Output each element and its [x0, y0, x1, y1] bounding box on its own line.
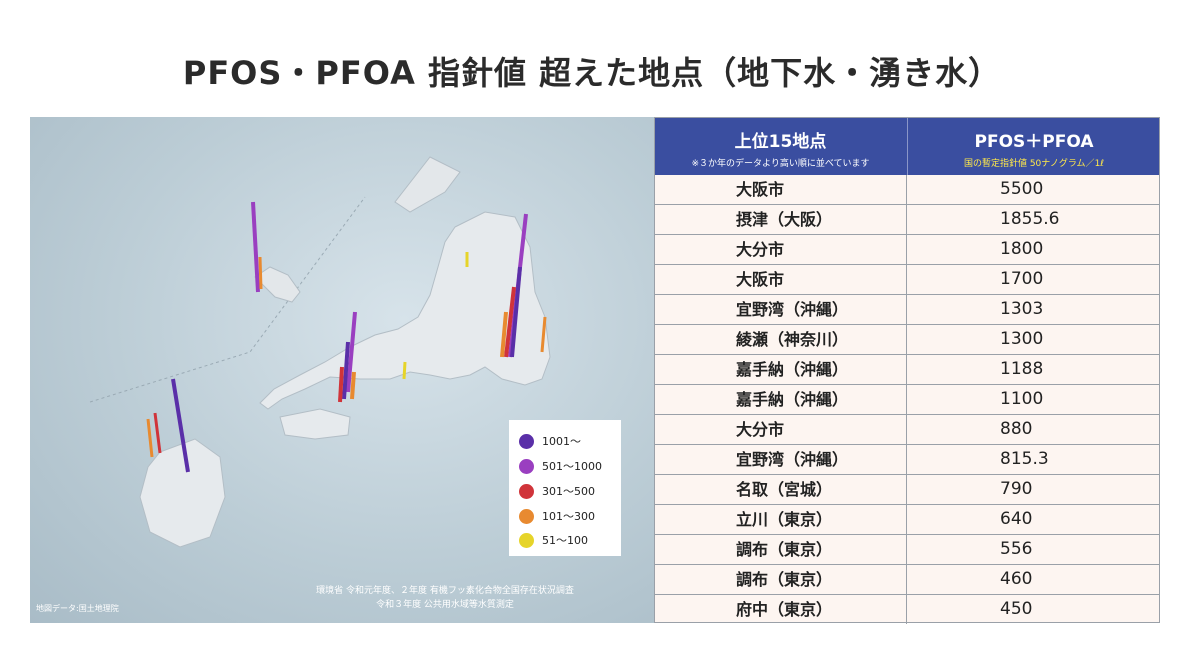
- bar-marker: [338, 366, 344, 403]
- table-row: 調布（東京） 556: [654, 535, 1160, 565]
- bar-marker: [500, 311, 508, 358]
- legend-label: 301〜500: [542, 485, 595, 498]
- place-cell: 調布（東京）: [654, 535, 907, 564]
- table-row: 立川（東京） 640: [654, 505, 1160, 535]
- page-title: PFOS・PFOA 指針値 超えた地点（地下水・湧き水）: [182, 54, 1002, 92]
- ranking-table: 上位15地点 ※３か年のデータより高い順に並べています PFOS＋PFOA 国の…: [654, 117, 1160, 624]
- place-cell: 宜野湾（沖縄）: [654, 445, 907, 474]
- legend-swatch: [519, 483, 534, 499]
- bar-marker: [402, 361, 407, 380]
- table-row: 大分市 880: [654, 415, 1160, 445]
- legend-label: 51〜100: [542, 534, 588, 547]
- header-value-title: PFOS＋PFOA: [974, 132, 1094, 152]
- header-value-note: 国の暫定指針値 50ナノグラム／1ℓ: [963, 159, 1105, 169]
- source-line: 環境省 令和元年度、２年度 有機フッ素化合物全国存在状況調査: [316, 586, 574, 596]
- table-row: 大阪市 5500: [654, 175, 1160, 205]
- legend-swatch: [519, 433, 534, 449]
- header-place-title: 上位15地点: [734, 132, 827, 152]
- bar-marker: [258, 256, 263, 290]
- table-row: 宜野湾（沖縄） 1303: [654, 295, 1160, 325]
- bar-marker: [171, 378, 190, 473]
- kyushu: [139, 438, 226, 548]
- island-north: [394, 156, 461, 213]
- place-cell: 調布（東京）: [654, 565, 907, 594]
- value-cell: 460: [1000, 569, 1033, 589]
- boundary-line: [89, 196, 366, 403]
- value-cell: 556: [1000, 539, 1033, 559]
- value-cell: 815.3: [1000, 449, 1049, 469]
- table-row: 嘉手納（沖縄） 1100: [654, 385, 1160, 415]
- table-row: 名取（宮城） 790: [654, 475, 1160, 505]
- value-cell: 1303: [1000, 299, 1044, 319]
- table-header: 上位15地点 ※３か年のデータより高い順に並べています PFOS＋PFOA 国の…: [654, 117, 1160, 175]
- bar-marker: [510, 266, 522, 358]
- value-cell: 1700: [1000, 269, 1044, 289]
- bar-marker: [540, 316, 547, 353]
- table-row: 嘉手納（沖縄） 1188: [654, 355, 1160, 385]
- place-cell: 大阪市: [654, 265, 907, 294]
- place-cell: 名取（宮城）: [654, 475, 907, 504]
- place-cell: 綾瀬（神奈川）: [654, 325, 907, 354]
- value-cell: 1855.6: [1000, 209, 1060, 229]
- place-cell: 摂津（大阪）: [654, 205, 907, 234]
- legend-swatch: [519, 458, 534, 474]
- table-row: 大阪市 1700: [654, 265, 1160, 295]
- legend-label: 101〜300: [542, 510, 595, 523]
- table-row: 宜野湾（沖縄） 815.3: [654, 445, 1160, 475]
- table-row: 摂津（大阪） 1855.6: [654, 205, 1160, 235]
- japan-map: [89, 156, 551, 548]
- bar-marker: [346, 311, 357, 393]
- source-note: 環境省 令和元年度、２年度 有機フッ素化合物全国存在状況調査 令和３年度 公共用…: [285, 584, 605, 612]
- bar-marker: [504, 286, 516, 358]
- bar-marker: [350, 371, 356, 400]
- legend-label: 501〜1000: [542, 460, 602, 473]
- value-cell: 1188: [1000, 359, 1044, 379]
- place-cell: 嘉手納（沖縄）: [654, 355, 907, 384]
- value-cell: 880: [1000, 419, 1033, 439]
- bar-marker: [146, 418, 154, 458]
- legend-item: 101〜300: [519, 507, 595, 525]
- table-row: 府中（東京） 450: [654, 595, 1160, 624]
- map-credit: 地図データ:国土地理院: [36, 604, 119, 613]
- place-cell: 宜野湾（沖縄）: [654, 295, 907, 324]
- legend-item: 301〜500: [519, 482, 595, 500]
- place-cell: 大分市: [654, 235, 907, 264]
- legend-item: 51〜100: [519, 531, 588, 549]
- place-cell: 立川（東京）: [654, 505, 907, 534]
- value-cell: 450: [1000, 599, 1033, 619]
- shikoku: [279, 408, 351, 440]
- table-row: 大分市 1800: [654, 235, 1160, 265]
- legend-item: 501〜1000: [519, 457, 602, 475]
- place-cell: 大分市: [654, 415, 907, 444]
- island-west: [254, 266, 301, 303]
- bar-marker: [251, 201, 260, 293]
- bar-marker: [153, 412, 162, 454]
- table-row: 綾瀬（神奈川） 1300: [654, 325, 1160, 355]
- place-cell: 嘉手納（沖縄）: [654, 385, 907, 414]
- header-value-column: PFOS＋PFOA 国の暫定指針値 50ナノグラム／1ℓ: [907, 117, 1160, 175]
- bar-markers: [146, 201, 547, 473]
- legend-item: 1001〜: [519, 432, 581, 450]
- header-place-column: 上位15地点 ※３か年のデータより高い順に並べています: [654, 117, 907, 175]
- value-cell: 640: [1000, 509, 1033, 529]
- value-cell: 790: [1000, 479, 1033, 499]
- legend: 1001〜 501〜1000 301〜500 101〜300 51〜100: [509, 420, 621, 556]
- source-line: 令和３年度 公共用水域等水質測定: [376, 600, 514, 610]
- value-cell: 1800: [1000, 239, 1044, 259]
- legend-swatch: [519, 508, 534, 524]
- place-cell: 府中（東京）: [654, 595, 907, 624]
- value-cell: 5500: [1000, 179, 1044, 199]
- place-cell: 大阪市: [654, 175, 907, 204]
- legend-swatch: [519, 532, 534, 548]
- map-panel: 1001〜 501〜1000 301〜500 101〜300 51〜100 環境…: [30, 117, 654, 623]
- header-place-note: ※３か年のデータより高い順に並べています: [691, 159, 870, 169]
- honshu: [259, 211, 551, 410]
- value-cell: 1300: [1000, 329, 1044, 349]
- legend-label: 1001〜: [542, 435, 581, 448]
- value-cell: 1100: [1000, 389, 1044, 409]
- bar-marker: [342, 341, 350, 400]
- table-row: 調布（東京） 460: [654, 565, 1160, 595]
